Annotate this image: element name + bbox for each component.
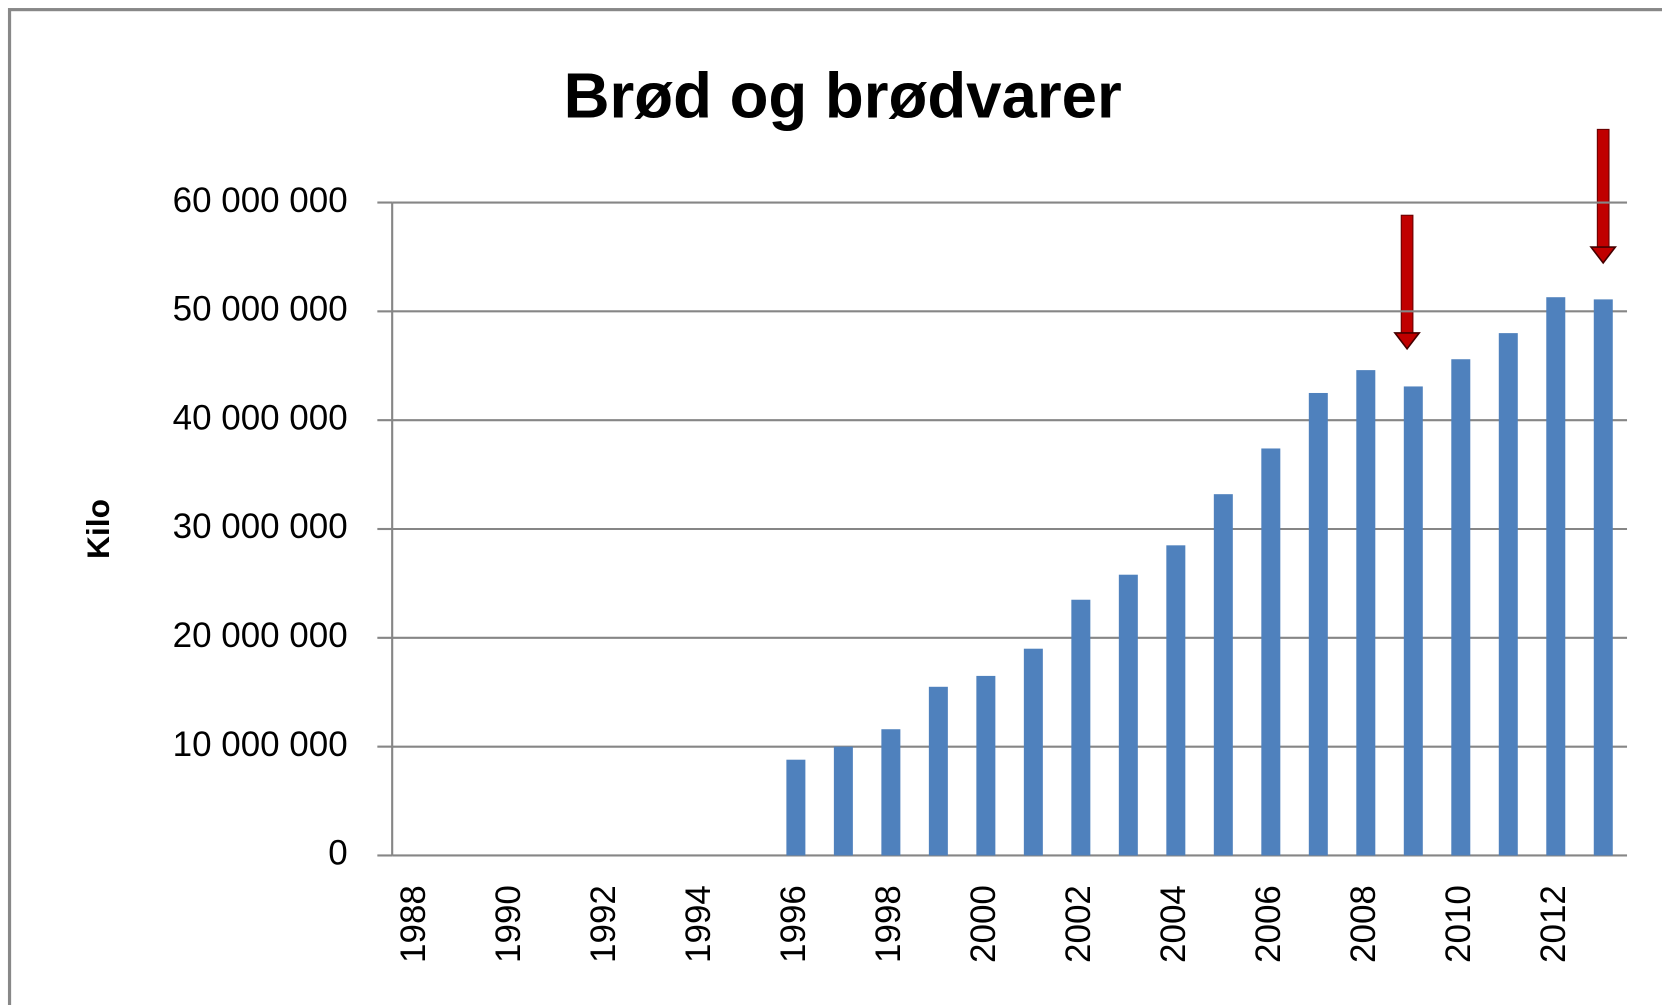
x-tick-label: 1992 — [584, 885, 623, 963]
chart-title: Brød og brødvarer — [564, 61, 1122, 132]
bar — [928, 686, 948, 856]
bar — [1308, 392, 1328, 856]
y-tick-label: 0 — [328, 834, 347, 873]
y-axis-label: Kilo — [80, 499, 116, 559]
x-tick-label: 1990 — [489, 885, 528, 963]
bar — [833, 746, 853, 856]
bar — [1593, 299, 1613, 856]
bar — [1023, 648, 1043, 856]
y-tick-label: 10 000 000 — [173, 725, 348, 764]
x-tick-label: 2000 — [964, 885, 1003, 963]
x-tick-label: 1988 — [394, 885, 433, 963]
bar — [1356, 370, 1376, 856]
arrow — [1589, 128, 1617, 265]
x-tick-label: 1994 — [679, 885, 718, 963]
bar — [786, 759, 806, 856]
bar — [1213, 494, 1233, 856]
bar — [1261, 448, 1281, 856]
bar — [976, 675, 996, 856]
arrow — [1393, 214, 1421, 351]
bar — [1071, 599, 1091, 856]
y-tick-label: 60 000 000 — [173, 181, 348, 220]
bar — [1546, 297, 1566, 856]
bar — [1451, 359, 1471, 856]
x-tick-label: 2004 — [1154, 885, 1193, 963]
bar — [881, 729, 901, 856]
x-tick-label: 2010 — [1439, 885, 1478, 963]
bar — [1498, 333, 1518, 856]
y-tick-label: 50 000 000 — [173, 290, 348, 329]
x-tick-label: 2008 — [1344, 885, 1383, 963]
bar — [1166, 545, 1186, 856]
x-tick-label: 1998 — [869, 885, 908, 963]
x-tick-label: 1996 — [774, 885, 813, 963]
y-tick-label: 30 000 000 — [173, 507, 348, 546]
bar — [1118, 574, 1138, 856]
bar — [1403, 386, 1423, 856]
y-tick-label: 20 000 000 — [173, 616, 348, 655]
x-tick-label: 2012 — [1534, 885, 1573, 963]
x-tick-label: 2002 — [1059, 885, 1098, 963]
y-tick-label: 40 000 000 — [173, 398, 348, 437]
x-tick-label: 2006 — [1249, 885, 1288, 963]
